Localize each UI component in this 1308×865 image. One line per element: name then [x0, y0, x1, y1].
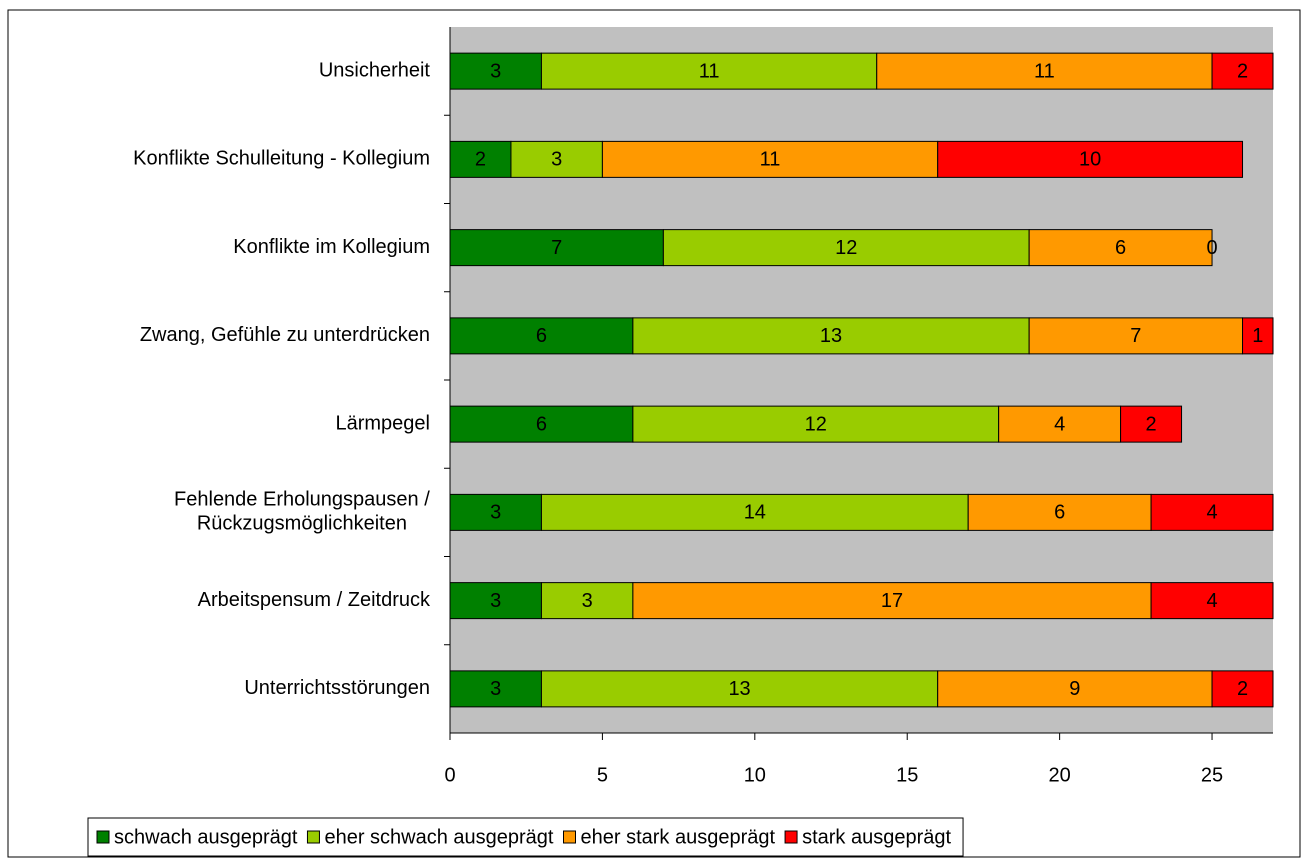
- value-label: 2: [1237, 678, 1248, 700]
- bar-segment: [632, 317, 1030, 355]
- value-label: 3: [551, 149, 562, 171]
- legend-label: eher stark ausgeprägt: [581, 826, 776, 848]
- value-label: 4: [1206, 590, 1217, 612]
- bar-segment: [937, 670, 1213, 708]
- x-tick-label: 20: [1049, 764, 1071, 786]
- value-label: 6: [1115, 237, 1126, 259]
- legend-swatch: [306, 830, 320, 844]
- bar-segment: [1211, 52, 1274, 90]
- bar-segment: [1242, 317, 1274, 355]
- bar-segment: [449, 229, 664, 267]
- value-label: 2: [1237, 60, 1248, 82]
- bar-segment: [449, 140, 512, 178]
- value-label: 12: [835, 237, 857, 259]
- bar-segment: [540, 52, 878, 90]
- value-label: 1: [1252, 325, 1263, 347]
- label-line: Rückzugsmöglichkeiten: [197, 513, 407, 535]
- x-tick-label: 5: [597, 764, 608, 786]
- value-label: 9: [1069, 678, 1080, 700]
- x-tick-label: 25: [1201, 764, 1223, 786]
- value-label: 13: [820, 325, 842, 347]
- bar-segment: [1028, 317, 1244, 355]
- bar-segment: [662, 229, 1030, 267]
- value-label: 12: [805, 413, 827, 435]
- value-label: 17: [881, 590, 903, 612]
- value-label: 11: [699, 60, 720, 82]
- value-label: 7: [1130, 325, 1141, 347]
- value-label: 3: [490, 60, 501, 82]
- y-tick-label: Fehlende Erholungspausen / Rückzugsmöglic…: [174, 489, 430, 535]
- bar-segment: [601, 140, 939, 178]
- y-tick-label: Zwang, Gefühle zu unterdrücken: [140, 324, 430, 346]
- value-label: 11: [760, 149, 781, 171]
- legend-swatch: [563, 830, 576, 844]
- legend-label: eher schwach ausgeprägt: [324, 826, 553, 848]
- value-label: 6: [1054, 502, 1065, 524]
- legend-box: [87, 817, 964, 857]
- value-label: 6: [536, 325, 547, 347]
- legend: schwach ausgeprägt eher schwach ausgepräg…: [87, 817, 964, 857]
- value-label: 3: [490, 590, 501, 612]
- y-tick-label: Konflikte im Kollegium: [233, 236, 430, 258]
- value-label: 6: [536, 413, 547, 435]
- value-label: 3: [490, 502, 501, 524]
- y-tick-label: Arbeitspensum / Zeitdruck: [198, 589, 431, 611]
- bar-segment: [510, 140, 603, 178]
- bar-segment: [449, 670, 542, 708]
- bar-segment: [1150, 582, 1274, 620]
- x-tick-label: 0: [444, 764, 455, 786]
- value-label: 13: [728, 678, 750, 700]
- value-label: 0: [1206, 237, 1217, 259]
- value-label: 7: [551, 237, 562, 259]
- value-label: 2: [1146, 413, 1157, 435]
- bar-segment: [540, 493, 969, 531]
- legend-label: stark ausgeprägt: [802, 826, 951, 848]
- bar-segment: [1211, 670, 1274, 708]
- bar-segment: [449, 317, 634, 355]
- bar-segment: [632, 582, 1152, 620]
- bar-segment: [1150, 493, 1274, 531]
- plot-area: [450, 27, 1273, 733]
- bar-segment: [876, 52, 1213, 90]
- y-tick-label: Unsicherheit: [319, 59, 431, 81]
- bar-segment: [449, 405, 634, 443]
- bar-segment: [449, 582, 542, 620]
- value-label: 4: [1054, 413, 1065, 435]
- bar-segment: [632, 405, 1000, 443]
- label-line: Fehlende Erholungspausen /: [174, 489, 430, 511]
- bar-segment: [1028, 229, 1213, 267]
- bar-segment: [937, 140, 1244, 178]
- value-label: 4: [1206, 502, 1217, 524]
- value-label: 10: [1079, 149, 1101, 171]
- bar-segment: [1120, 405, 1183, 443]
- value-label: 3: [582, 590, 593, 612]
- x-tick-label: 15: [896, 764, 918, 786]
- bar-segment: [540, 670, 939, 708]
- legend-swatch: [784, 830, 798, 844]
- bar-segment: [540, 582, 634, 620]
- x-tick-label: 10: [744, 764, 766, 786]
- value-label: 14: [744, 502, 766, 524]
- legend-label: schwach ausgeprägt: [114, 826, 298, 848]
- y-tick-label: Lärmpegel: [335, 412, 430, 434]
- bar-segment: [998, 405, 1122, 443]
- y-tick-label: Unterrichtsstörungen: [244, 677, 430, 699]
- legend-swatch: [96, 830, 110, 844]
- y-tick-label: Konflikte Schulleitung - Kollegium: [133, 148, 430, 170]
- value-label: 11: [1034, 60, 1055, 82]
- value-label: 2: [475, 149, 486, 171]
- bar-segment: [967, 493, 1152, 531]
- value-label: 3: [490, 678, 501, 700]
